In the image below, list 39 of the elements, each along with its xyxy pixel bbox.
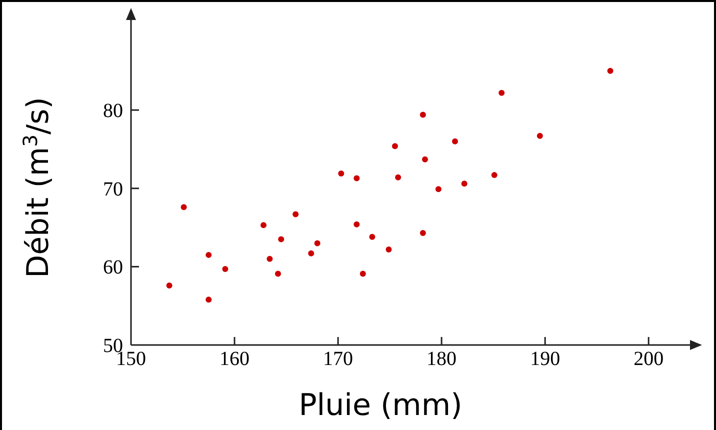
point [498, 90, 505, 96]
point [386, 246, 392, 252]
point [292, 211, 299, 218]
point [435, 186, 442, 192]
point [354, 221, 360, 228]
point [491, 172, 498, 178]
point [338, 170, 344, 176]
point [536, 132, 543, 139]
point [308, 250, 314, 256]
x-tick-label: 160 [220, 348, 250, 370]
x-axis-title: Pluie (mm) [298, 388, 462, 423]
point [274, 270, 281, 277]
x-tick-label: 180 [426, 348, 457, 370]
y-tick-label: 80 [103, 100, 123, 122]
point [392, 143, 398, 150]
point [180, 204, 187, 210]
x-tick-label: 200 [634, 348, 664, 370]
point [420, 112, 426, 118]
point [461, 180, 468, 187]
point [206, 296, 212, 303]
point [395, 174, 402, 180]
point [222, 266, 228, 272]
point [354, 175, 360, 182]
point [278, 236, 284, 242]
point [266, 256, 273, 262]
point [206, 252, 212, 258]
x-tick-label: 170 [323, 348, 354, 370]
point [422, 156, 428, 162]
point [166, 282, 172, 288]
point [314, 240, 320, 246]
point [360, 270, 366, 277]
y-tick-label: 70 [103, 178, 123, 200]
point [260, 222, 267, 228]
point [420, 230, 426, 236]
y-tick-label: 60 [103, 256, 123, 279]
point [452, 138, 458, 144]
point [607, 68, 614, 74]
x-tick-label: 190 [530, 348, 560, 370]
point [369, 234, 376, 240]
